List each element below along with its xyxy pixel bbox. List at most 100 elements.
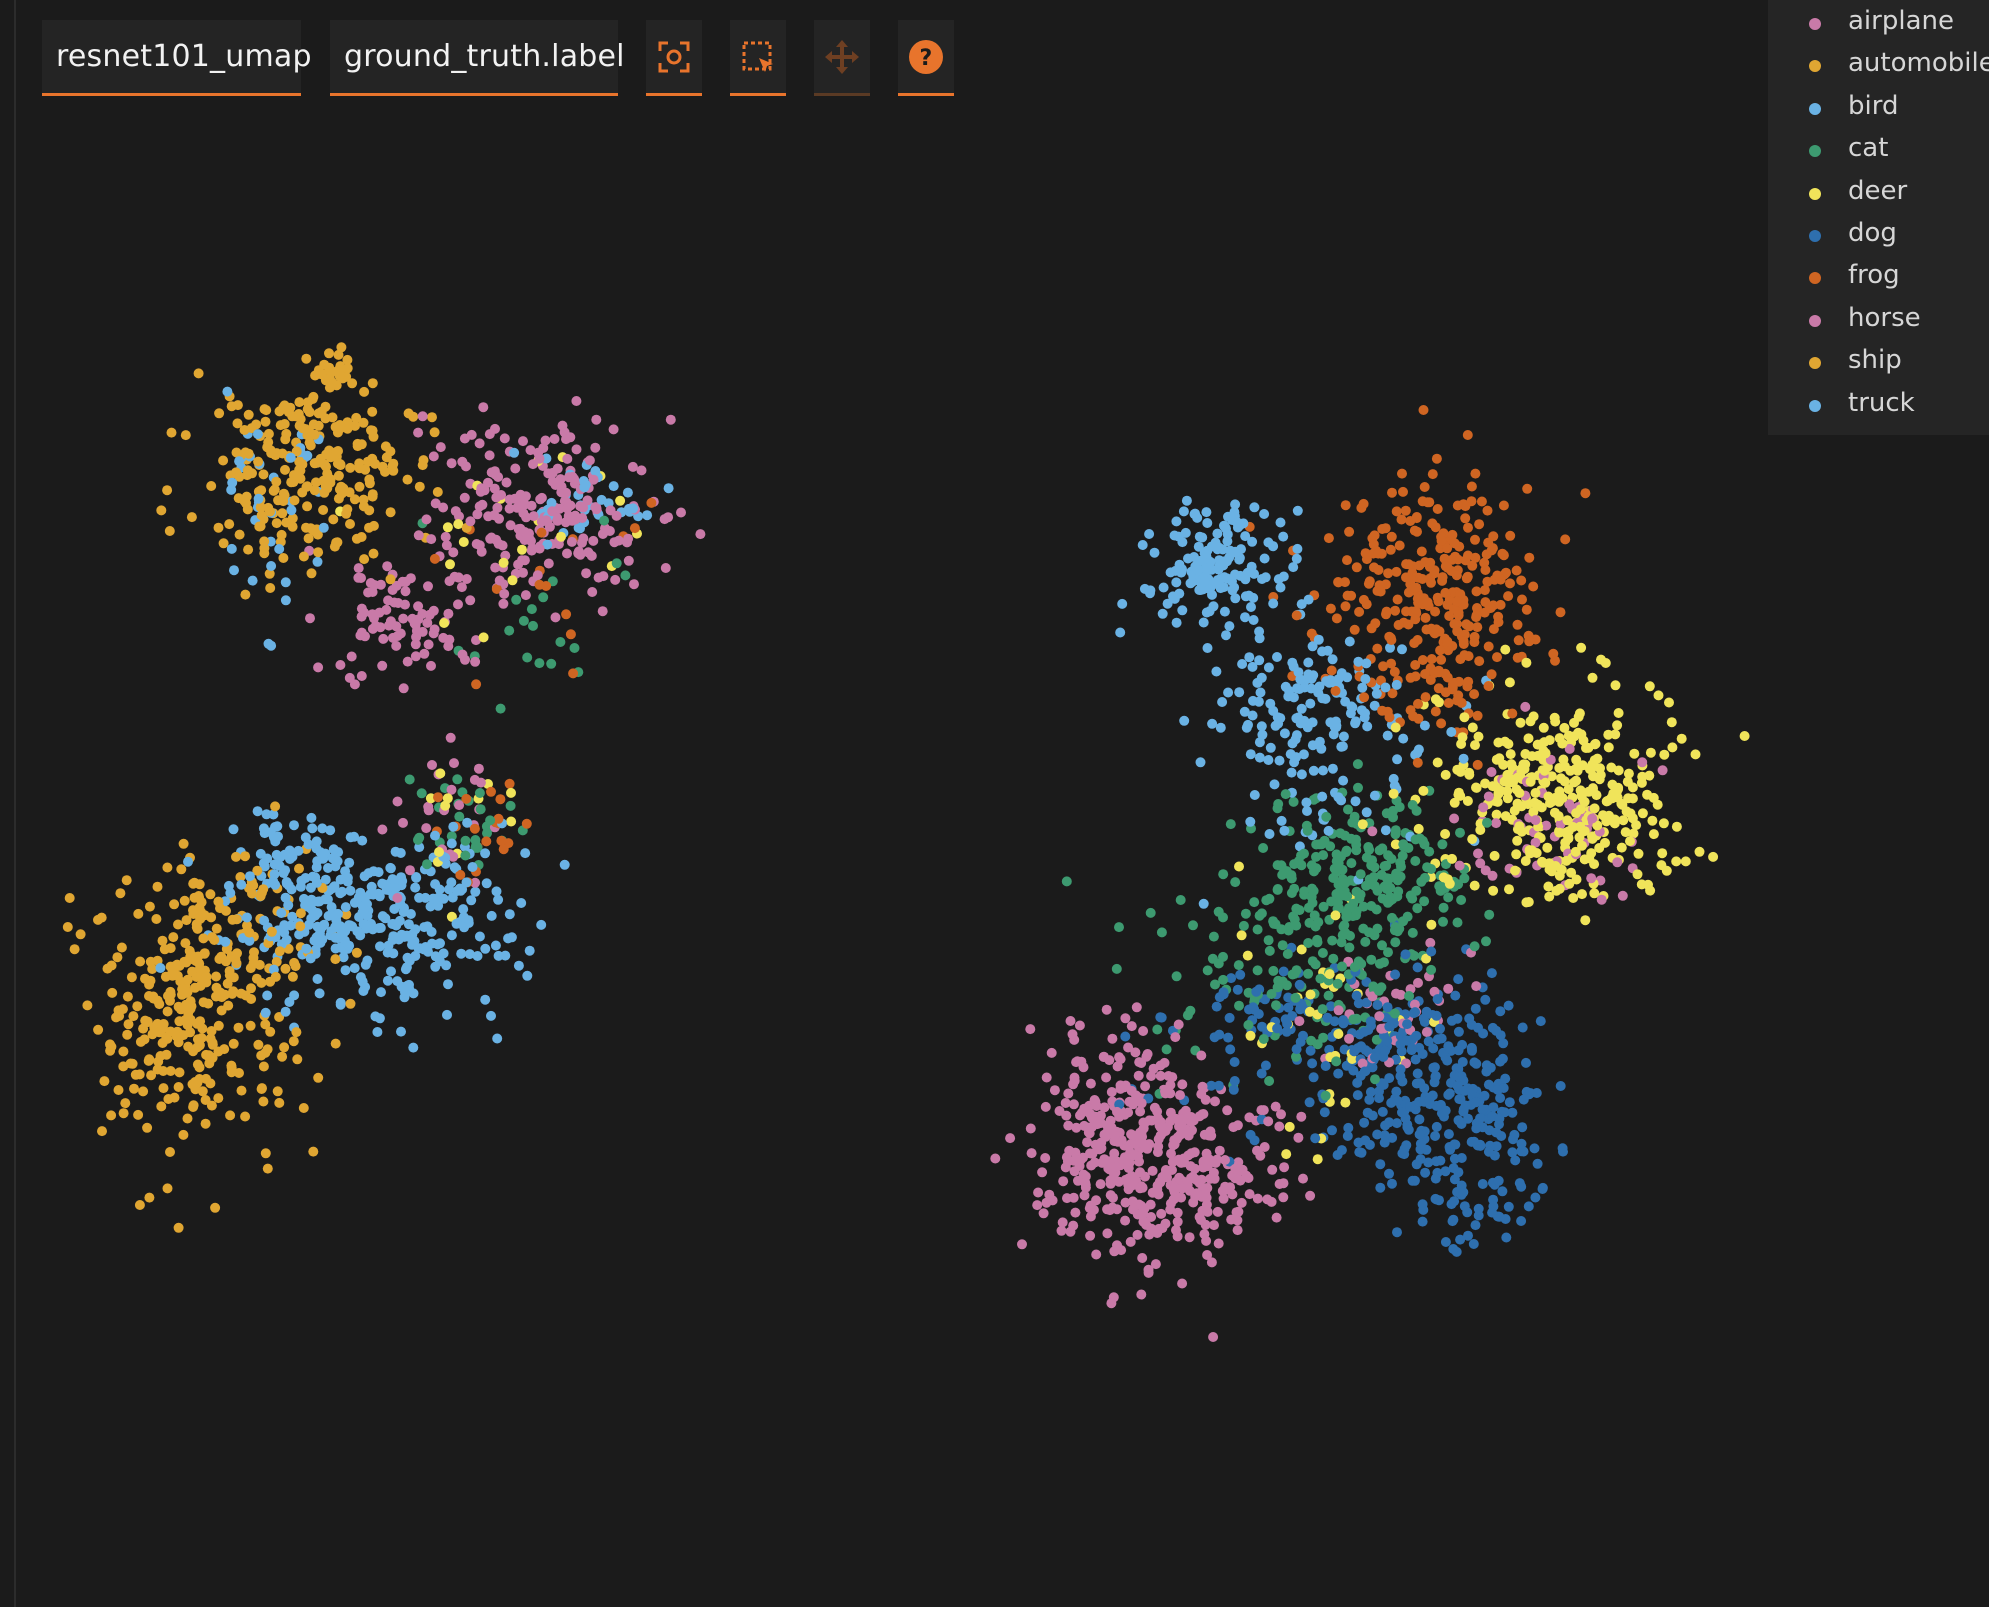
point-automobile — [164, 526, 175, 536]
point-automobile — [75, 929, 86, 940]
fit-view-button[interactable] — [646, 20, 702, 96]
legend-swatch — [1809, 145, 1821, 158]
point-frog — [1412, 757, 1423, 768]
point-airplane — [573, 546, 584, 557]
point-deer — [1388, 788, 1399, 799]
legend-item-horse[interactable]: horse — [1768, 301, 1989, 341]
point-deer — [1340, 1097, 1351, 1108]
point-frog — [1333, 577, 1344, 588]
point-deer — [1652, 799, 1663, 810]
point-truck — [395, 848, 406, 858]
point-bird — [1307, 641, 1318, 652]
point-automobile — [257, 1083, 267, 1094]
point-horse — [1166, 1148, 1176, 1159]
point-deer — [1664, 697, 1674, 708]
point-cat — [1182, 1010, 1193, 1021]
point-deer — [498, 557, 509, 568]
point-cat — [1368, 872, 1379, 882]
point-dog — [1497, 1053, 1508, 1064]
point-horse — [1111, 1161, 1122, 1172]
point-truck — [332, 856, 343, 867]
legend-item-airplane[interactable]: airplane — [1768, 4, 1989, 44]
legend-label: automobile — [1848, 48, 1989, 79]
point-automobile — [350, 420, 360, 431]
legend-item-automobile[interactable]: automobile — [1768, 46, 1989, 86]
legend-item-ship[interactable]: ship — [1768, 343, 1989, 383]
point-bird — [1308, 765, 1319, 776]
point-truck — [274, 544, 285, 554]
point-horse — [1155, 1070, 1166, 1081]
point-deer — [1587, 833, 1598, 844]
point-bird — [1268, 541, 1278, 552]
point-dog — [1470, 1003, 1481, 1014]
point-frog — [1393, 620, 1404, 630]
legend-item-deer[interactable]: deer — [1768, 174, 1989, 214]
point-deer — [1520, 856, 1531, 866]
point-bird — [1187, 576, 1198, 587]
point-deer — [1515, 717, 1526, 728]
point-automobile — [115, 888, 126, 899]
point-deer — [1579, 826, 1590, 837]
point-dog — [1235, 969, 1246, 980]
point-frog — [1420, 692, 1431, 703]
point-horse — [1040, 1101, 1051, 1112]
point-automobile — [93, 1024, 104, 1035]
lasso-select-button[interactable] — [730, 20, 786, 96]
color-by-select[interactable]: ground_truth.label — [330, 20, 625, 96]
legend-label: truck — [1848, 387, 1915, 418]
point-airplane — [1491, 818, 1502, 829]
point-deer — [1324, 969, 1335, 980]
embedding-select[interactable]: resnet101_umap — [42, 20, 312, 96]
point-cat — [1410, 856, 1421, 866]
help-button[interactable]: ? — [898, 20, 954, 96]
legend-swatch — [1809, 60, 1821, 73]
legend-label: ship — [1848, 345, 1902, 376]
point-automobile — [235, 872, 246, 882]
point-cat — [1384, 896, 1395, 907]
point-frog — [1383, 568, 1394, 579]
point-automobile — [342, 417, 353, 428]
point-truck — [326, 902, 337, 912]
point-frog — [1507, 708, 1518, 719]
point-cat — [1263, 935, 1274, 946]
point-deer — [1618, 815, 1629, 826]
legend-item-bird[interactable]: bird — [1768, 89, 1989, 129]
point-cat — [1452, 917, 1463, 928]
point-truck — [405, 909, 416, 919]
point-automobile — [298, 1103, 309, 1113]
point-airplane — [504, 494, 515, 505]
legend-item-truck[interactable]: truck — [1768, 386, 1989, 426]
point-frog — [1505, 530, 1516, 541]
point-airplane — [528, 511, 539, 522]
legend-item-cat[interactable]: cat — [1768, 131, 1989, 171]
point-automobile — [133, 908, 144, 919]
point-horse — [1099, 1129, 1110, 1140]
point-dog — [1206, 1080, 1217, 1091]
point-cat — [1351, 834, 1361, 845]
point-deer — [1644, 681, 1655, 692]
point-automobile — [152, 881, 163, 892]
point-cat — [1390, 937, 1401, 948]
point-truck — [590, 466, 601, 476]
point-frog — [1470, 468, 1481, 479]
point-horse — [1131, 1002, 1142, 1013]
point-dog — [1120, 1031, 1131, 1042]
point-truck — [382, 947, 393, 958]
point-truck — [491, 886, 502, 897]
point-automobile — [385, 574, 396, 585]
pan-button[interactable] — [814, 20, 870, 96]
legend-item-dog[interactable]: dog — [1768, 216, 1989, 256]
legend-item-frog[interactable]: frog — [1768, 258, 1989, 298]
point-cat — [1240, 908, 1251, 919]
point-bird — [1269, 779, 1280, 790]
point-deer — [1430, 694, 1441, 705]
point-deer — [1645, 885, 1656, 896]
point-automobile — [168, 932, 179, 943]
point-airplane — [405, 573, 416, 584]
point-frog — [1447, 529, 1458, 540]
point-bird — [1278, 531, 1289, 542]
point-deer — [1440, 829, 1451, 839]
point-horse — [1138, 1026, 1149, 1036]
point-horse — [1172, 1207, 1183, 1218]
